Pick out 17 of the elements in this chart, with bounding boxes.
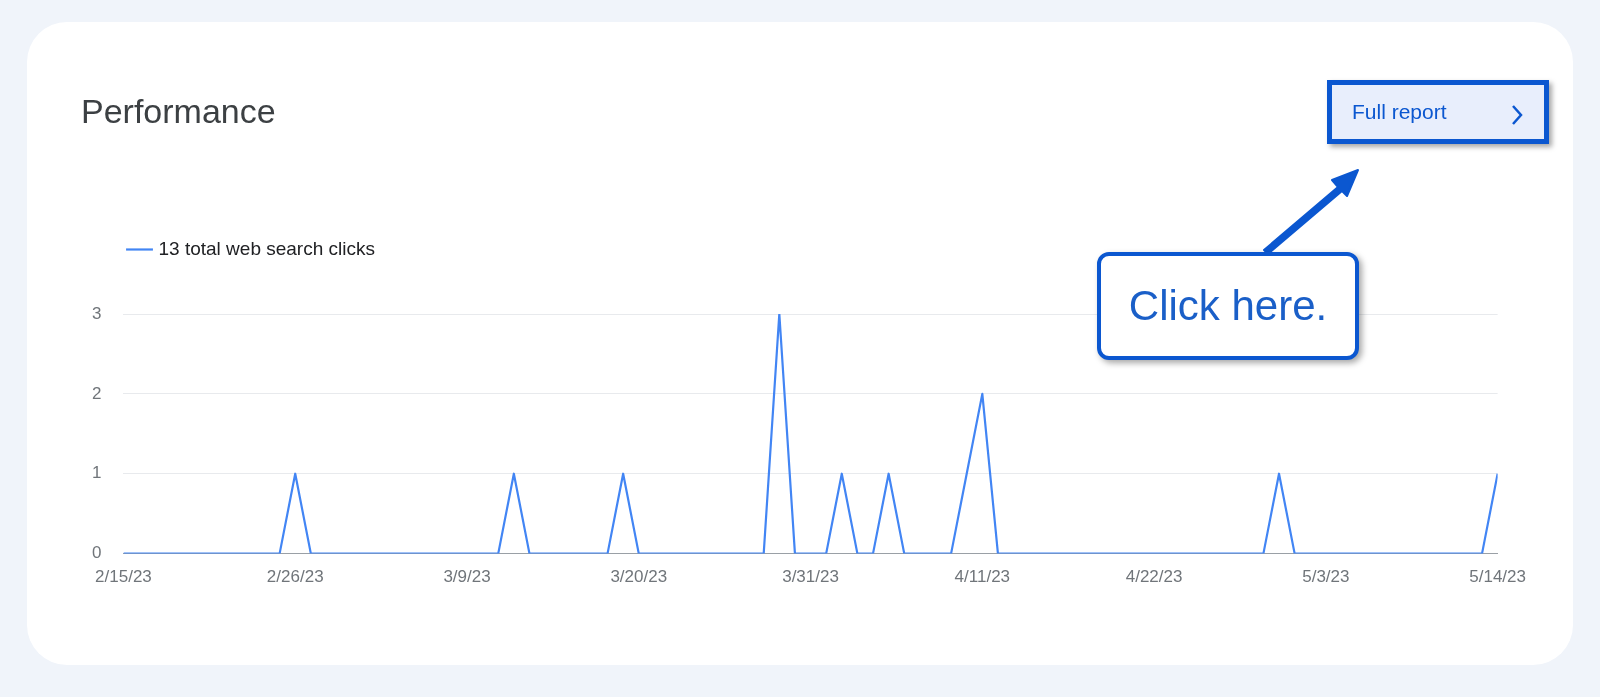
x-tick-label: 5/14/23 (1469, 567, 1527, 587)
text: Full report (1327, 80, 1549, 144)
chart-title: Performance (81, 92, 276, 131)
x-tick-label: 3/20/23 (610, 567, 668, 587)
x-tick-label: 3/31/23 (782, 567, 839, 587)
legend-label: 13 total web search clicks (158, 237, 375, 259)
x-tick-label: 3/9/23 (443, 567, 491, 587)
annotation: Click here. (1097, 252, 1359, 360)
x-tick-label: 4/11/23 (954, 567, 1011, 587)
y-tick-label: 3 (91, 303, 102, 323)
y-tick-label: 1 (91, 463, 102, 483)
x-tick-label: 5/3/23 (1302, 567, 1350, 587)
y-tick-label: 0 (91, 543, 102, 563)
y-tick-label: 2 (91, 383, 102, 403)
x-tick-label: 2/26/23 (266, 567, 324, 587)
x-tick-label: 2/15/23 (95, 567, 152, 587)
x-tick-label: 4/22/23 (1125, 567, 1183, 587)
